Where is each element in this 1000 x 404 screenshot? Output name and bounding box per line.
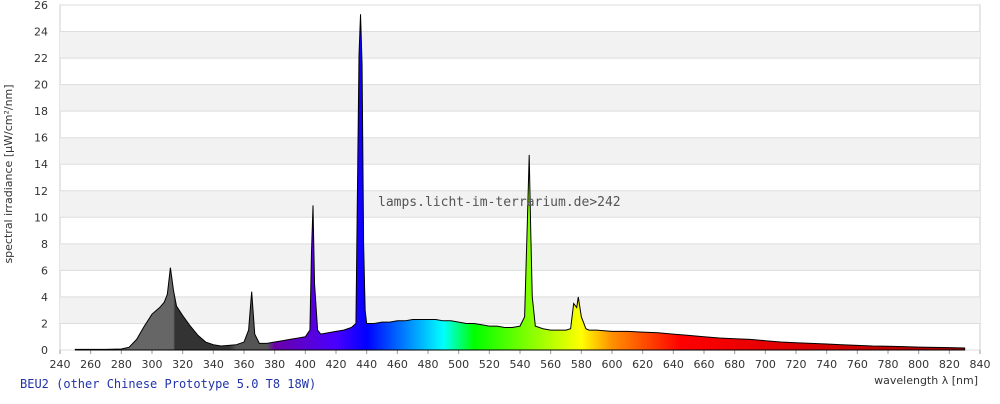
y-tick-label: 18 [34,105,48,118]
y-tick-label: 26 [34,0,48,12]
x-tick-label: 820 [939,358,960,371]
y-tick-label: 6 [41,264,48,277]
y-tick-label: 24 [34,26,48,39]
y-tick-label: 22 [34,52,48,65]
x-tick-label: 560 [540,358,561,371]
x-tick-label: 340 [203,358,224,371]
y-tick-label: 16 [34,132,48,145]
y-tick-label: 10 [34,211,48,224]
y-axis-label: spectral irradiance [µW/cm²/nm] [2,84,15,263]
x-tick-label: 480 [418,358,439,371]
grid-band [60,296,980,324]
x-tick-label: 400 [295,358,316,371]
x-tick-label: 240 [50,358,71,371]
x-tick-label: 600 [602,358,623,371]
x-tick-label: 500 [448,358,469,371]
x-tick-label: 660 [694,358,715,371]
annotation: lamps.licht-im-terrarium.de>242 [378,195,621,210]
x-tick-label: 360 [234,358,255,371]
x-tick-label: 420 [326,358,347,371]
x-tick-label: 740 [816,358,837,371]
x-tick-label: 280 [111,358,132,371]
x-tick-label: 780 [878,358,899,371]
x-tick-label: 840 [970,358,991,371]
y-tick-label: 14 [34,158,48,171]
x-tick-label: 640 [663,358,684,371]
y-tick-label: 12 [34,185,48,198]
x-axis-label: wavelength λ [nm] [874,374,978,387]
y-tick-label: 8 [41,238,48,251]
y-tick-label: 4 [41,291,48,304]
x-tick-label: 760 [847,358,868,371]
grid-band [60,84,980,112]
x-tick-label: 800 [908,358,929,371]
x-tick-label: 260 [80,358,101,371]
x-tick-label: 440 [356,358,377,371]
x-tick-label: 540 [510,358,531,371]
plot-area [59,4,981,351]
grid-band [60,243,980,271]
grid-band [60,137,980,165]
x-tick-label: 680 [724,358,745,371]
y-tick-label: 2 [41,317,48,330]
chart-title: BEU2 (other Chinese Prototype 5.0 T8 18W… [20,377,316,391]
y-tick-label: 20 [34,79,48,92]
x-tick-label: 320 [172,358,193,371]
grid-band [60,31,980,59]
x-tick-label: 580 [571,358,592,371]
x-tick-label: 520 [479,358,500,371]
x-tick-label: 460 [387,358,408,371]
x-tick-label: 620 [632,358,653,371]
x-tick-label: 700 [755,358,776,371]
x-tick-label: 380 [264,358,285,371]
spectrum-area [74,14,966,351]
x-tick-label: 720 [786,358,807,371]
y-tick-label: 0 [41,344,48,357]
x-tick-label: 300 [142,358,163,371]
grid-band [60,190,980,218]
